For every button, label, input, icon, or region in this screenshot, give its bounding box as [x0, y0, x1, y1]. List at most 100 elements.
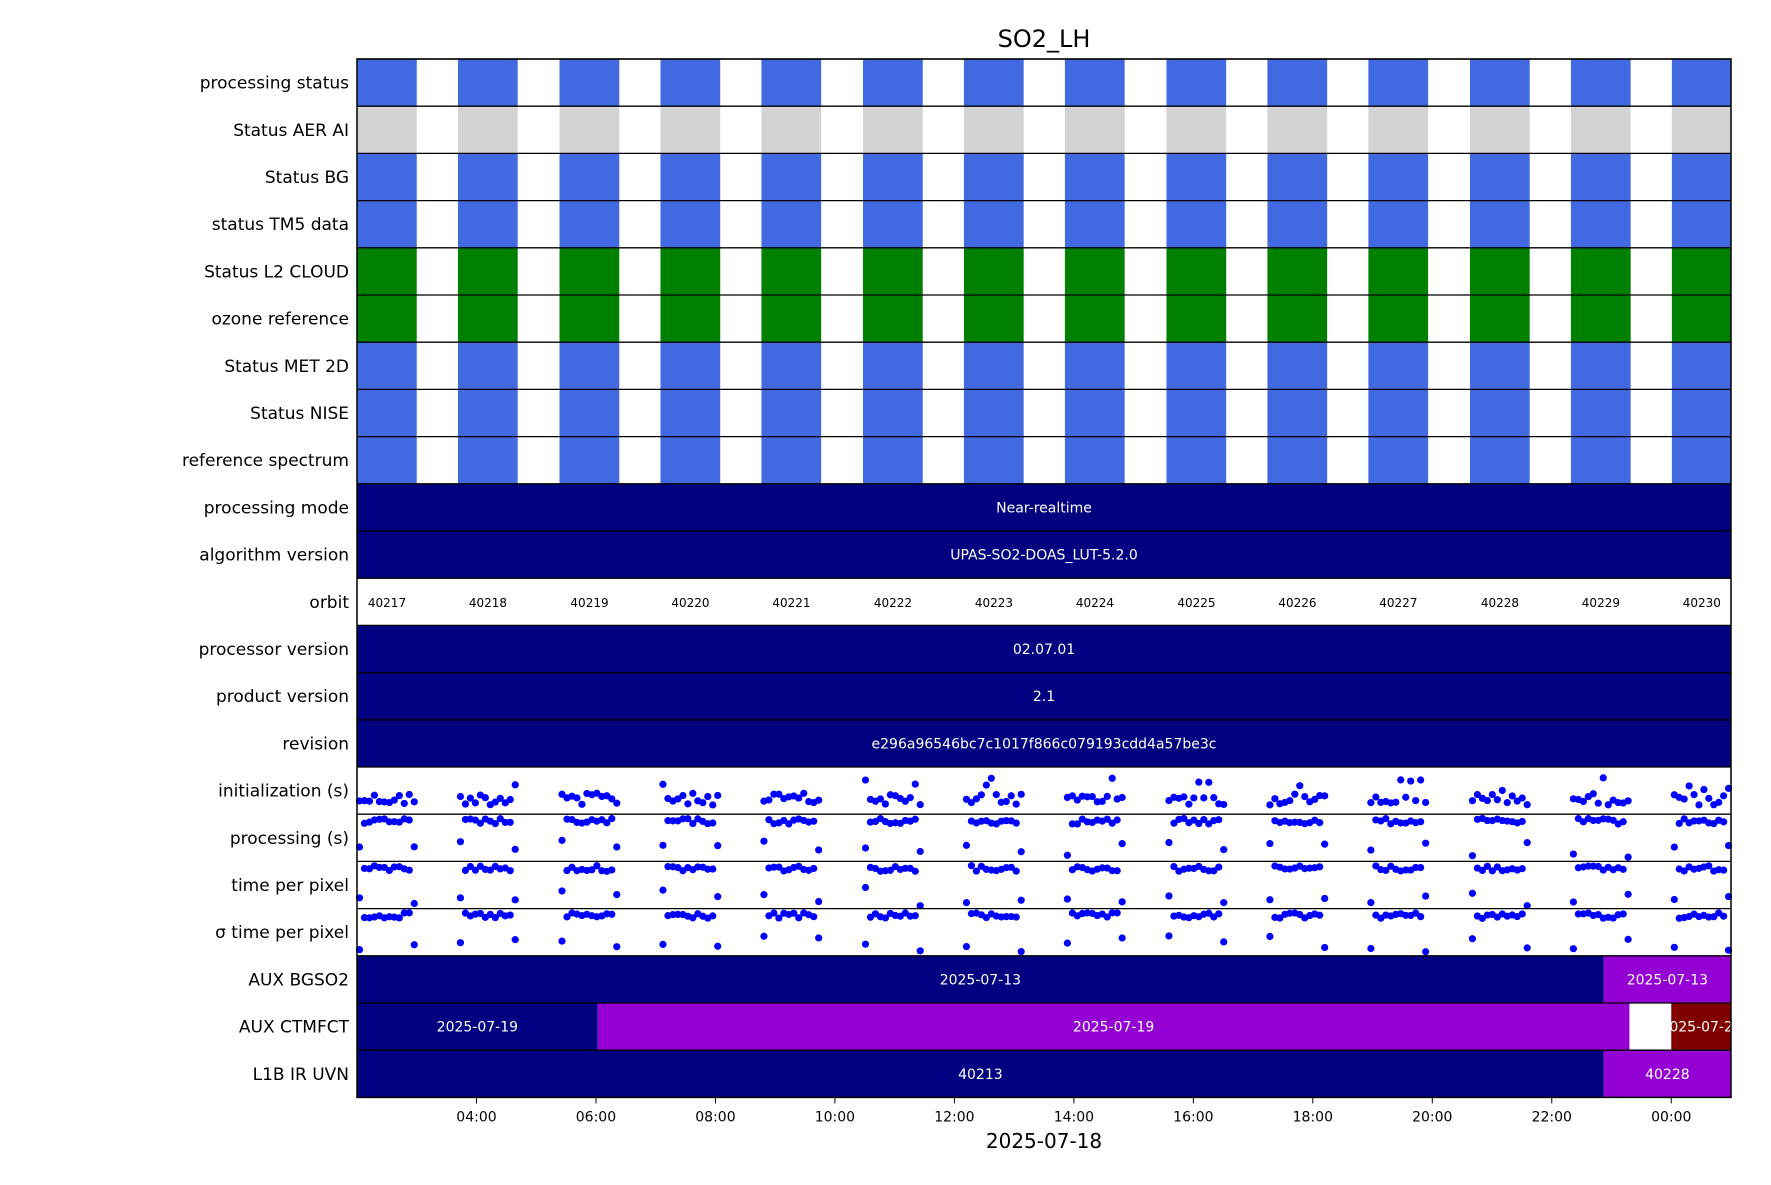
data-point-processing-s [962, 841, 971, 849]
data-point-time-per-pixel [1483, 862, 1491, 870]
data-point-time-per-pixel [1468, 889, 1477, 897]
data-point-time-per-pixel [1002, 913, 1010, 921]
data-point-processing-s [1103, 815, 1111, 823]
x-tick-label: 00:00 [1651, 1109, 1691, 1125]
data-point-time-per-pixel [558, 937, 566, 945]
data-point-time-per-pixel [486, 866, 494, 874]
data-point-time-per-pixel [410, 899, 418, 908]
status-block-status-tm5-data [1166, 200, 1227, 248]
data-point-time-per-pixel [1215, 863, 1223, 871]
data-point-time-per-pixel [1493, 863, 1501, 871]
data-point-initialization-s [876, 795, 885, 803]
segment-product-version [357, 672, 1731, 720]
status-block-processing-status [357, 59, 417, 107]
data-point-processing-s [1113, 816, 1121, 824]
data-point-initialization-s [1301, 792, 1309, 801]
data-point-initialization-s [1417, 776, 1425, 784]
status-block-status-tm5-data [1570, 200, 1631, 248]
data-point-time-per-pixel [861, 883, 870, 892]
x-tick-label: 06:00 [576, 1109, 616, 1125]
data-point-time-per-pixel [1584, 862, 1592, 870]
segment-label-aux-ctmfct: 2025-07-19 [1073, 1020, 1154, 1036]
data-point-time-per-pixel [1220, 899, 1228, 907]
status-block-processing-status [1368, 59, 1429, 107]
data-point-initialization-s [972, 795, 980, 803]
status-block-status-met-2d [559, 342, 620, 390]
data-point-time-per-pixel [1523, 944, 1531, 952]
data-point-initialization-s [1200, 794, 1208, 802]
data-point-initialization-s [400, 799, 408, 808]
data-point-processing-s [861, 844, 870, 852]
status-block-status-l2-cloud [1267, 247, 1328, 295]
data-point-time-per-pixel [608, 866, 616, 874]
data-point-initialization-s [1073, 796, 1081, 804]
status-block-ozone-reference [1166, 295, 1227, 343]
data-point-initialization-s [881, 800, 889, 808]
orbit-label: 40222 [874, 596, 912, 610]
segment-label-aux-ctmfct: 2025-07-19 [437, 1020, 518, 1036]
data-point-initialization-s [1700, 785, 1708, 794]
data-point-initialization-s [1266, 801, 1274, 809]
data-point-initialization-s [1311, 795, 1319, 803]
data-point-initialization-s [1205, 778, 1213, 786]
status-block-status-met-2d [660, 342, 721, 390]
data-point-time-per-pixel [1316, 863, 1324, 871]
data-point-processing-s [496, 815, 504, 823]
data-point-time-per-pixel [775, 863, 783, 871]
status-block-status-l2-cloud [862, 247, 923, 295]
data-point-initialization-s [1088, 792, 1096, 801]
status-block-ozone-reference [1671, 295, 1731, 343]
status-block-ozone-reference [963, 295, 1024, 343]
data-point-processing-s [1063, 851, 1071, 859]
orbit-label: 40226 [1278, 596, 1316, 610]
status-block-reference-spectrum [559, 436, 620, 484]
data-point-time-per-pixel [1412, 909, 1420, 917]
data-point-processing-s [669, 817, 677, 825]
status-block-processing-status [1166, 59, 1227, 107]
data-point-time-per-pixel [967, 862, 976, 870]
data-point-time-per-pixel [1670, 943, 1678, 951]
data-point-time-per-pixel [1710, 913, 1718, 921]
status-block-status-aer-ai [457, 106, 518, 154]
status-block-status-tm5-data [559, 200, 620, 248]
data-point-processing-s [558, 836, 566, 844]
data-point-processing-s [476, 819, 484, 827]
x-tick-label: 22:00 [1532, 1109, 1572, 1125]
data-point-initialization-s [1017, 790, 1025, 798]
data-point-initialization-s [1098, 797, 1106, 805]
data-point-initialization-s [1367, 799, 1375, 807]
data-point-initialization-s [496, 794, 504, 802]
data-point-processing-s [1675, 819, 1683, 828]
segment-processor-version [357, 625, 1731, 673]
x-tick-label: 10:00 [815, 1109, 855, 1125]
data-point-time-per-pixel [456, 894, 465, 902]
data-point-time-per-pixel [1165, 932, 1173, 940]
data-point-time-per-pixel [714, 893, 722, 901]
status-block-status-bg [1166, 153, 1227, 201]
data-point-time-per-pixel [1205, 867, 1213, 875]
data-point-time-per-pixel [760, 891, 768, 899]
data-point-time-per-pixel [861, 940, 870, 948]
status-block-status-tm5-data [660, 200, 721, 248]
status-block-status-aer-ai [559, 106, 620, 154]
data-point-time-per-pixel [1367, 944, 1375, 953]
data-point-time-per-pixel [1017, 896, 1025, 904]
data-point-initialization-s [461, 800, 470, 808]
data-point-time-per-pixel [511, 936, 519, 944]
data-point-time-per-pixel [1382, 866, 1390, 875]
status-block-status-bg [1570, 153, 1631, 201]
status-block-processing-status [457, 59, 518, 107]
data-point-initialization-s [1523, 801, 1531, 809]
data-point-processing-s [1118, 840, 1126, 848]
data-point-initialization-s [1392, 798, 1400, 806]
data-point-time-per-pixel [689, 914, 697, 922]
status-block-ozone-reference [660, 295, 721, 343]
data-point-time-per-pixel [1113, 909, 1121, 917]
data-point-time-per-pixel [1594, 910, 1602, 919]
data-point-initialization-s [1468, 797, 1477, 805]
status-block-status-nise [1570, 389, 1631, 437]
data-point-time-per-pixel [1108, 909, 1116, 917]
data-point-initialization-s [765, 796, 773, 804]
data-point-time-per-pixel [770, 863, 778, 871]
